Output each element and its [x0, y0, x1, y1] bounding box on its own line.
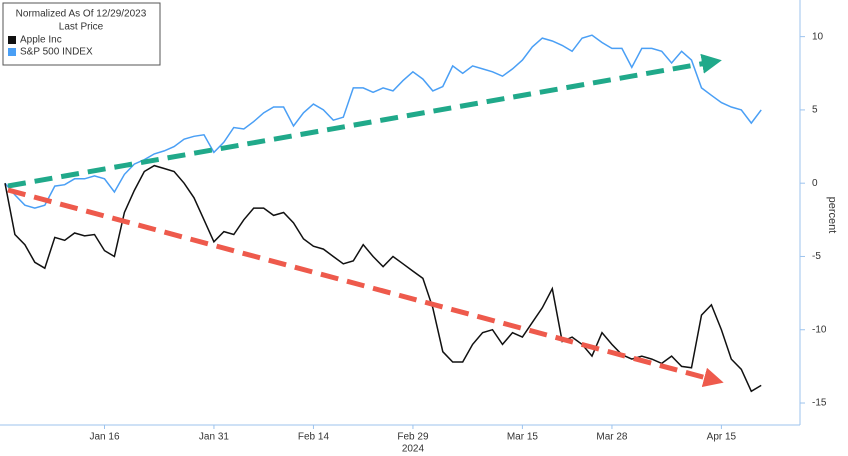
y-tick-label: 5 — [812, 105, 818, 116]
legend-box — [2, 2, 161, 66]
y-tick-label: 0 — [812, 178, 818, 189]
y-tick-label: -15 — [812, 398, 827, 409]
legend-subtitle: Last Price — [59, 22, 104, 33]
x-axis-year: 2024 — [402, 444, 425, 455]
legend-label: S&P 500 INDEX — [20, 47, 93, 58]
y-tick-label: -5 — [812, 251, 821, 262]
legend-label: Apple Inc — [20, 35, 62, 46]
y-axis-label: percent — [826, 197, 838, 234]
legend-swatch — [8, 36, 16, 44]
legend-title: Normalized As Of 12/29/2023 — [16, 9, 147, 20]
trend-arrow — [7, 187, 724, 388]
y-tick-label: -10 — [812, 324, 827, 335]
x-tick-label: Apr 15 — [707, 432, 737, 443]
series-line — [4, 34, 762, 209]
legend-swatch — [8, 48, 16, 56]
plot-area — [4, 34, 762, 393]
series-line — [4, 164, 762, 393]
x-tick-label: Jan 16 — [89, 432, 119, 443]
x-tick-label: Mar 28 — [596, 432, 628, 443]
x-tick-label: Feb 14 — [298, 432, 330, 443]
trend-arrow — [7, 53, 722, 189]
y-tick-label: 10 — [812, 31, 824, 42]
x-tick-label: Feb 29 — [397, 432, 429, 443]
legend: Normalized As Of 12/29/2023 Last Price A… — [2, 2, 161, 66]
x-tick-label: Mar 15 — [507, 432, 539, 443]
x-tick-label: Jan 31 — [199, 432, 229, 443]
